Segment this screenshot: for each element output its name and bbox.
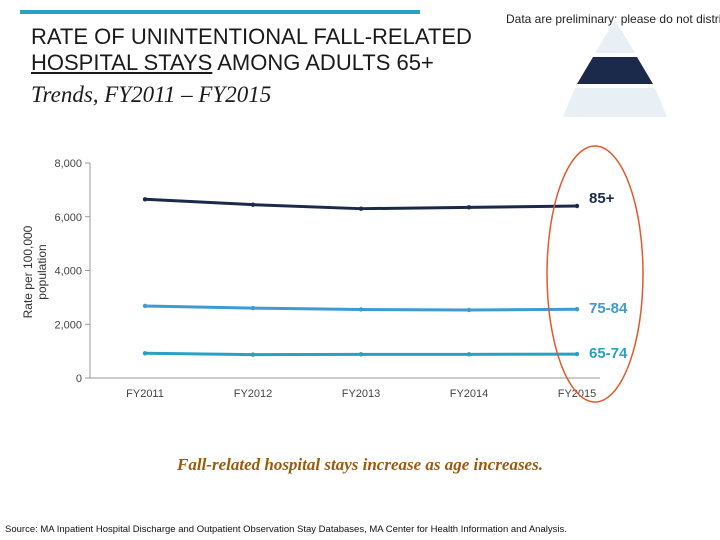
data-point xyxy=(358,206,364,211)
data-point xyxy=(574,307,580,312)
data-point xyxy=(466,352,472,357)
page-subtitle: Trends, FY2011 – FY2015 xyxy=(31,82,272,107)
x-tick-label: FY2012 xyxy=(234,388,273,400)
y-tick-label: 8,000 xyxy=(54,158,82,170)
y-tick-label: 4,000 xyxy=(54,266,82,278)
data-point xyxy=(574,351,580,357)
data-point xyxy=(358,307,364,312)
page-title: RATE OF UNINTENTIONAL FALL-RELATED HOSPI… xyxy=(31,24,472,76)
line-chart: 0 2,000 4,000 6,000 8,000 FY2011 FY2012 FY2013 F… xyxy=(54,145,644,403)
series-label: 65-74 xyxy=(589,345,628,362)
disclaimer-text: Data are preliminary; please do not dist… xyxy=(506,12,720,26)
data-point xyxy=(466,205,472,210)
x-tick-label: FY2013 xyxy=(342,388,381,400)
accent-bar xyxy=(20,10,420,14)
data-point xyxy=(358,352,364,357)
y-tick-label: 2,000 xyxy=(54,319,82,331)
data-point xyxy=(142,351,148,356)
data-point xyxy=(142,197,148,202)
data-point xyxy=(250,305,256,311)
data-point xyxy=(466,307,472,313)
y-tick-label: 0 xyxy=(76,373,82,385)
x-tick-label: FY2014 xyxy=(450,388,489,400)
title-underlined: HOSPITAL STAYS xyxy=(31,50,213,75)
data-point xyxy=(574,203,580,209)
highlight-ellipse xyxy=(546,145,644,403)
source-note: Source: MA Inpatient Hospital Discharge … xyxy=(5,524,567,535)
pyramid-icon xyxy=(563,20,667,117)
data-point xyxy=(142,303,148,309)
x-tick-label: FY2015 xyxy=(558,388,597,400)
key-finding: Fall-related hospital stays increase as … xyxy=(177,455,543,474)
series-label: 85+ xyxy=(589,190,615,207)
title-line-2: HOSPITAL STAYS AMONG ADULTS 65+ xyxy=(31,50,472,76)
title-line-1: RATE OF UNINTENTIONAL FALL-RELATED xyxy=(31,24,472,49)
data-point xyxy=(250,202,256,207)
title-line-2-rest: AMONG ADULTS 65+ xyxy=(212,50,434,75)
x-tick-label: FY2011 xyxy=(126,388,164,400)
y-tick-label: 6,000 xyxy=(54,212,82,224)
series-label: 75-84 xyxy=(589,300,628,317)
data-point xyxy=(250,352,256,357)
